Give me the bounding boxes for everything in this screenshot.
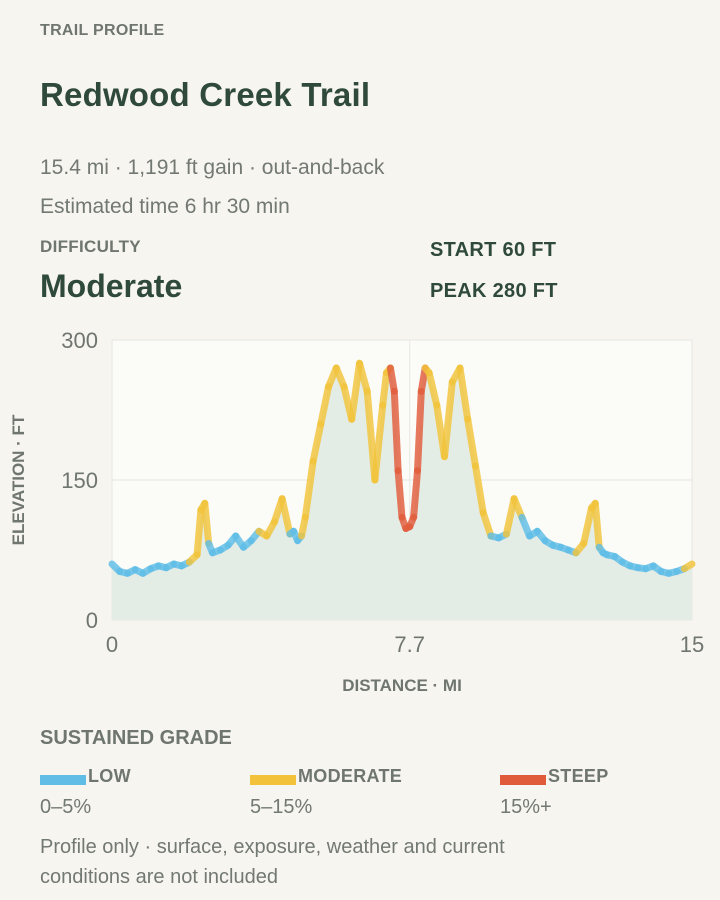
profile-segment-moderate xyxy=(278,495,294,538)
profile-segment-moderate xyxy=(301,457,317,521)
legend-swatch-low xyxy=(40,775,86,785)
profile-segment-moderate xyxy=(309,420,325,465)
profile-segment-moderate xyxy=(193,506,205,559)
y-tick-label: 300 xyxy=(61,328,98,353)
y-tick-label: 150 xyxy=(61,468,98,493)
elevation-area xyxy=(112,363,692,620)
legend-range-low: 0–5% xyxy=(40,796,92,818)
x-tick-label: 7.7 xyxy=(394,632,425,657)
profile-segment-moderate xyxy=(479,509,495,540)
profile-segment-moderate xyxy=(317,383,332,428)
x-tick-label: 0 xyxy=(106,632,118,657)
profile-segment-moderate xyxy=(425,369,441,409)
legend-name-moderate: MODERATE xyxy=(298,766,403,786)
elevation-profile-chart: 0 150 300 0 7.7 15 DISTANCE · MI ELEVATION ·… xyxy=(9,328,704,695)
y-tick-label: 0 xyxy=(86,608,98,633)
eyebrow-label: TRAIL PROFILE xyxy=(40,22,165,39)
x-tick-label: 15 xyxy=(680,632,704,657)
profile-segment-moderate xyxy=(201,499,213,547)
estimated-time: Estimated time 6 hr 30 min xyxy=(40,195,290,218)
trail-title: Redwood Creek Trail xyxy=(40,76,371,113)
x-axis-label: DISTANCE · MI xyxy=(342,676,462,695)
trail-summary: 15.4 mi · 1,191 ft gain · out-and-back xyxy=(40,156,385,179)
profile-segment-moderate xyxy=(371,401,387,484)
peak-elevation: PEAK 280 FT xyxy=(430,280,558,302)
legend-name-low: LOW xyxy=(88,766,131,786)
legend-range-moderate: 5–15% xyxy=(250,796,313,818)
y-axis-label: ELEVATION · FT xyxy=(9,414,28,545)
legend-title: SUSTAINED GRADE xyxy=(40,727,232,749)
x-axis-ticks: 0 7.7 15 xyxy=(106,632,704,657)
y-axis-ticks: 0 150 300 xyxy=(61,328,98,633)
profile-segment-moderate xyxy=(580,504,595,547)
profile-segment-steep xyxy=(410,467,421,521)
profile-segment-steep xyxy=(390,387,402,475)
profile-segment-steep xyxy=(414,387,425,475)
profile-segment-moderate xyxy=(456,364,472,423)
profile-segment-moderate xyxy=(348,359,363,423)
legend-range-steep: 15%+ xyxy=(500,796,552,818)
legend-name-steep: STEEP xyxy=(548,766,609,786)
profile-segment-steep xyxy=(394,467,406,521)
legend-swatch-steep xyxy=(500,775,546,785)
profile-segment-moderate xyxy=(464,415,479,470)
profile-segment-moderate xyxy=(680,560,696,573)
profile-segment-moderate xyxy=(591,499,603,551)
profile-segment-steep xyxy=(386,364,398,395)
difficulty-label: DIFFICULTY xyxy=(40,237,141,256)
start-elevation: START 60 FT xyxy=(430,239,557,261)
difficulty-value: Moderate xyxy=(40,268,183,304)
profile-segment-moderate xyxy=(441,378,456,461)
profile-segment-moderate xyxy=(356,359,371,395)
elevation-line xyxy=(108,359,696,577)
legend-swatch-moderate xyxy=(250,775,296,785)
profile-segment-moderate xyxy=(379,369,390,409)
profile-segment-moderate xyxy=(472,462,487,517)
footer-note: Profile only · surface, exposure, weathe… xyxy=(40,836,505,888)
